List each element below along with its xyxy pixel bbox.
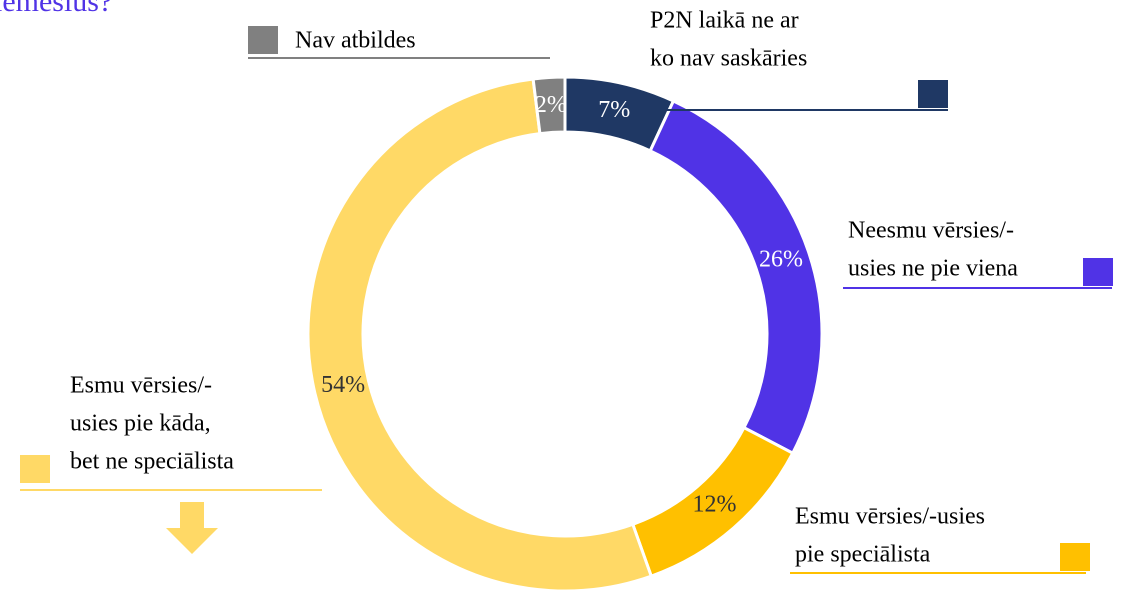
value-label: 2% [535, 92, 567, 118]
legend-label: usies pie kāda, [70, 411, 211, 437]
legend-label: Nav atbildes [295, 28, 416, 54]
legend-swatch [918, 80, 948, 108]
legend-label: pie speciālista [795, 542, 931, 568]
value-label: 12% [693, 492, 737, 518]
legend-swatch [1060, 543, 1090, 571]
value-label: 26% [759, 246, 803, 272]
legend-label: Esmu vērsies/- [70, 373, 212, 399]
donut-segment [648, 98, 824, 456]
legend-label: Esmu vērsies/-usies [795, 504, 985, 530]
value-label: 54% [321, 372, 365, 398]
legend-label: bet ne speciālista [70, 449, 234, 475]
legend-swatch [20, 455, 50, 483]
legend-label: ko nav saskāries [650, 46, 807, 72]
legend-label: usies ne pie viena [848, 256, 1018, 282]
legend-label: P2N laikā ne ar [650, 8, 799, 34]
value-label: 7% [598, 97, 630, 123]
arrow [166, 502, 218, 554]
donut-segment [306, 77, 654, 590]
legend-label: Neesmu vērsies/- [848, 218, 1014, 244]
legend-swatch [248, 26, 278, 54]
chart-title: iemeslus? [0, 0, 112, 18]
legend-swatch [1083, 258, 1113, 286]
donut-segment [531, 75, 567, 136]
